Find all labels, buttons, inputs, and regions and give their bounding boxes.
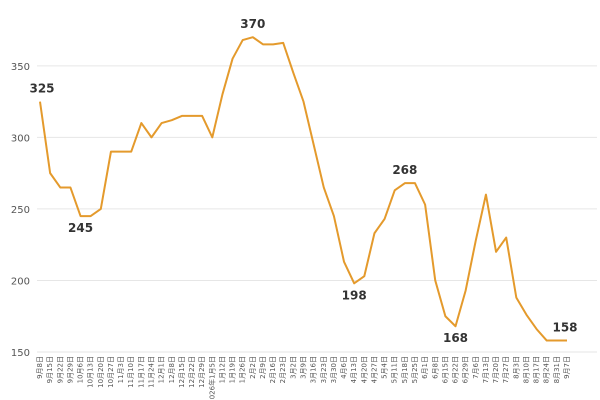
x-tick-label: 5月25日 [411,356,419,383]
x-tick-label: 10月27日 [107,356,115,388]
x-tick-label: 1月26日 [239,356,247,383]
x-tick-label: 6月29日 [462,356,470,383]
data-label: 168 [443,331,468,345]
x-tick-label: 12月1日 [158,356,166,383]
y-tick-label: 250 [11,205,30,216]
data-label: 198 [342,288,367,302]
x-tick-label: 2月23日 [279,356,287,383]
x-tick-label: 7月20日 [492,356,500,383]
x-tick-label: 5月4日 [381,356,389,379]
x-tick-label: 3月30日 [330,356,338,383]
x-tick-label: 9月22日 [56,356,64,383]
y-tick-label: 200 [11,276,30,287]
x-tick-label: 7月13日 [482,356,490,383]
x-tick-label: 3月16日 [310,356,318,383]
line [39,36,567,342]
x-tick-label: 8月10日 [522,356,530,383]
x-tick-label: 9月8日 [36,356,44,379]
data-label: 370 [240,17,265,31]
x-tick-label: 9月7日 [563,356,571,379]
x-tick-label: 6月15日 [441,356,449,383]
x-tick-label: 4月13日 [350,356,358,383]
x-tick-label: 11月17日 [137,356,145,388]
y-tick-label: 300 [11,133,30,144]
x-tick-label: 5月11日 [391,356,399,383]
x-tick-label: 4月27日 [370,356,378,383]
x-tick-label: 3月2日 [289,356,297,379]
y-tick-label: 350 [11,62,30,73]
data-label: 325 [29,82,54,96]
x-tick-label: 7月27日 [502,356,510,383]
x-tick-label: 12月8日 [168,356,176,383]
x-tick-label: 5月18日 [401,356,409,383]
x-tick-label: 12月22日 [188,356,196,388]
x-tick-label: 8月17日 [533,356,541,383]
x-tick-label: 12月29日 [198,356,206,388]
x-tick-label: 3月23日 [320,356,328,383]
x-tick-label: 10月6日 [77,356,85,383]
x-tick-label: 3月9日 [300,356,308,379]
x-tick-label: 2月16日 [269,356,277,383]
x-tick-label: 9月15日 [46,356,54,383]
x-tick-label: 1月19日 [229,356,237,383]
x-tick-label: 6月8日 [431,356,439,379]
x-tick-label: 6月22日 [452,356,460,383]
x-tick-label: 2月2日 [249,356,257,379]
x-tick-label: 10月20日 [97,356,105,388]
x-tick-label: 9月29日 [66,356,74,383]
x-tick-label: 11月24日 [147,356,155,388]
x-tick-label: 8月31日 [553,356,561,383]
x-tick-label: 12月15日 [178,356,186,388]
x-tick-label: 11月3日 [117,356,125,383]
x-tick-label: 2月9日 [259,356,267,379]
x-tick-label: 8月24日 [543,356,551,383]
x-tick-label: 4月20日 [360,356,368,383]
x-tick-label: 1月12日 [218,356,226,383]
x-tick-label: 11月10日 [127,356,135,388]
x-tick-label: 10月13日 [87,356,95,388]
data-label: 245 [68,221,93,235]
x-tick-label: 4月6日 [340,356,348,379]
x-tick-label: 7月6日 [472,356,480,379]
x-tick-label: 2026年1月5日 [207,356,216,400]
y-tick-label: 150 [11,348,30,359]
x-tick-label: 6月1日 [421,356,429,379]
data-label: 158 [552,321,577,335]
data-label: 268 [392,163,417,177]
x-tick-label: 8月3日 [512,356,520,379]
